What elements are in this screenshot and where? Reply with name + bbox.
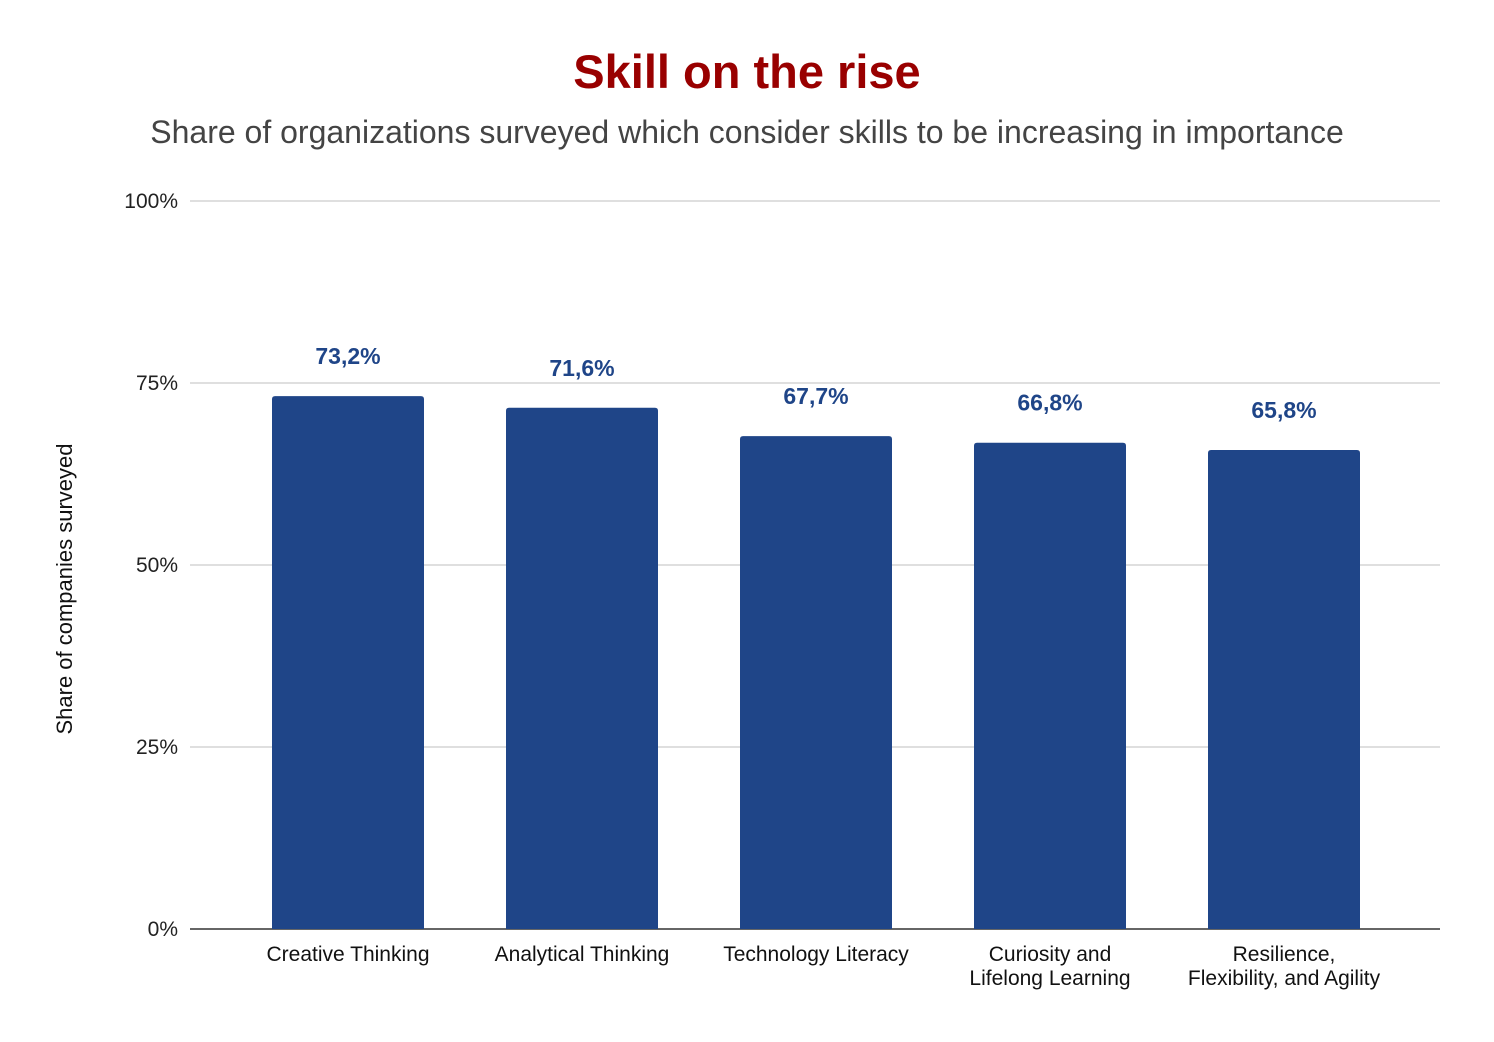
chart-title: Skill on the rise [573, 45, 921, 98]
y-tick-label: 0% [148, 918, 178, 941]
data-label: 67,7% [783, 383, 848, 409]
x-tick-label: Analytical Thinking [495, 943, 670, 966]
data-label: 65,8% [1251, 397, 1316, 423]
data-label: 73,2% [315, 343, 380, 369]
bar [272, 396, 424, 929]
y-tick-label: 50% [136, 554, 178, 577]
y-tick-label: 75% [136, 372, 178, 395]
x-tick-label: Curiosity and Lifelong Learning [969, 943, 1130, 990]
y-tick-label: 100% [124, 190, 178, 213]
x-tick-label: Resilience, Flexibility, and Agility [1188, 943, 1381, 990]
y-axis-title: Share of companies surveyed [52, 443, 77, 734]
bar [506, 407, 658, 929]
bar [974, 442, 1126, 929]
data-label: 66,8% [1017, 390, 1082, 416]
data-label: 71,6% [549, 355, 614, 381]
x-tick-label: Technology Literacy [723, 943, 909, 966]
chart-subtitle: Share of organizations surveyed which co… [150, 114, 1344, 150]
bar [740, 436, 892, 929]
bar [1208, 449, 1360, 929]
x-tick-label: Creative Thinking [266, 943, 429, 966]
y-tick-label: 25% [136, 736, 178, 759]
